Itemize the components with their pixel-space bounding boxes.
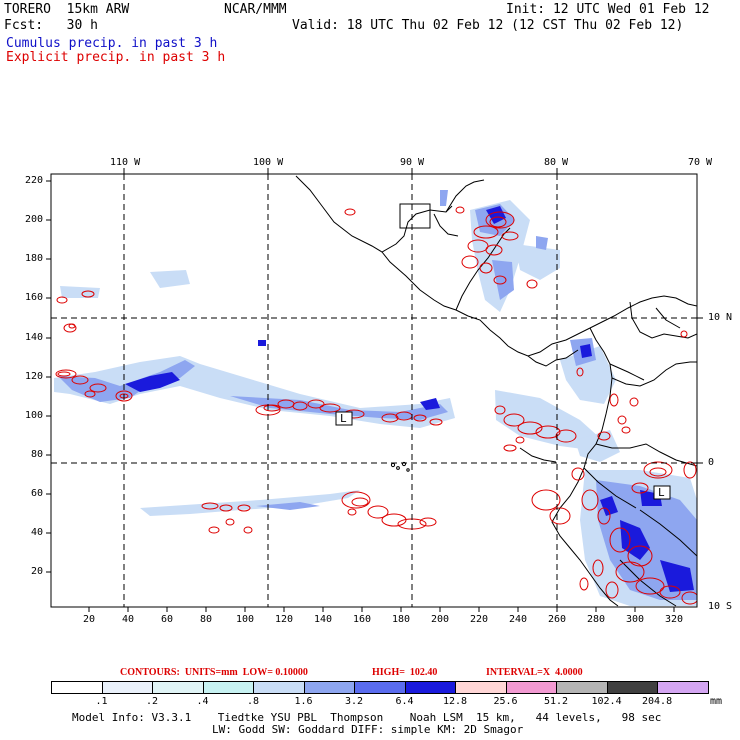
- x-tick-label: 200: [431, 614, 450, 625]
- x-tick-label: 140: [314, 614, 333, 625]
- colorbar-swatch: [303, 681, 355, 694]
- colorbar-label: 102.4: [591, 696, 622, 707]
- lat-lon-grid: [51, 174, 697, 607]
- colorbar-swatch: [556, 681, 608, 694]
- y-tick-label: 140: [25, 332, 44, 343]
- y-tick-label: 40: [31, 527, 44, 538]
- lon-label: 80 W: [544, 157, 569, 168]
- lon-label: 100 W: [253, 157, 284, 168]
- colorbar-swatch: [354, 681, 406, 694]
- y-tick-label: 180: [25, 253, 44, 264]
- contour-interval: INTERVAL=X 4.0000: [486, 667, 583, 678]
- x-tick-label: 260: [548, 614, 567, 625]
- y-tick-label: 20: [31, 566, 44, 577]
- y-tick-label: 220: [25, 175, 44, 186]
- x-tick-label: 240: [509, 614, 528, 625]
- lon-label: 90 W: [400, 157, 425, 168]
- x-tick-label: 220: [470, 614, 489, 625]
- x-tick-label: 60: [161, 614, 174, 625]
- lat-label: 10 S: [708, 601, 733, 612]
- colorbar-label: .4: [196, 696, 209, 707]
- x-tick-label: 100: [236, 614, 255, 625]
- y-tick-label: 200: [25, 214, 44, 225]
- organization: NCAR/MMM: [224, 2, 287, 17]
- map-frame: [50, 173, 698, 608]
- y-tick-label: 100: [25, 410, 44, 421]
- low-marker-label: L: [340, 412, 347, 425]
- colorbar-label: .1: [95, 696, 108, 707]
- contour-high: HIGH= 102.40: [372, 667, 438, 678]
- model-physics: LW: Godd SW: Goddard DIFF: simple KM: 2D…: [212, 723, 524, 736]
- axis-ticks: [46, 168, 703, 612]
- lon-label: 70 W: [688, 157, 713, 168]
- x-tick-label: 280: [587, 614, 606, 625]
- galapagos-islands: [390, 461, 410, 472]
- model-info: Model Info: V3.3.1 Tiedtke YSU PBL Thomp…: [72, 711, 662, 724]
- legend-cumulus: Cumulus precip. in past 3 h: [6, 36, 218, 51]
- x-tick-label: 320: [665, 614, 684, 625]
- colorbar-swatch: [657, 681, 709, 694]
- y-tick-label: 120: [25, 371, 44, 382]
- contour-info: CONTOURS: UNITS=mm LOW= 0.10000: [120, 667, 308, 678]
- colorbar-swatch: [505, 681, 557, 694]
- colorbar-swatch: [253, 681, 305, 694]
- colorbar-label: 3.2: [345, 696, 364, 707]
- colorbar-label: 6.4: [395, 696, 414, 707]
- y-tick-label: 60: [31, 488, 44, 499]
- cumulus-precip-heavy: [125, 206, 694, 592]
- colorbar-swatch: [152, 681, 204, 694]
- lat-label: 10 N: [708, 312, 733, 323]
- colorbar-label: .2: [146, 696, 159, 707]
- lat-label: 0: [708, 457, 715, 468]
- x-tick-label: 40: [122, 614, 135, 625]
- init-time: Init: 12 UTC Wed 01 Feb 12: [506, 2, 710, 17]
- colorbar-label: 12.8: [443, 696, 468, 707]
- colorbar-label: 25.6: [493, 696, 518, 707]
- colorbar-swatch: [202, 681, 254, 694]
- explicit-precip-contours: [55, 206, 697, 605]
- cumulus-precip-light: [54, 200, 697, 606]
- x-tick-label: 80: [200, 614, 213, 625]
- colorbar-label: .8: [247, 696, 260, 707]
- x-tick-label: 20: [83, 614, 96, 625]
- colorbar-swatch: [455, 681, 507, 694]
- valid-time: Valid: 18 UTC Thu 02 Feb 12 (12 CST Thu …: [292, 18, 684, 33]
- colorbar-label: 204.8: [642, 696, 673, 707]
- x-tick-label: 120: [275, 614, 294, 625]
- colorbar-swatch: [51, 681, 103, 694]
- y-tick-label: 160: [25, 292, 44, 303]
- x-tick-label: 300: [626, 614, 645, 625]
- low-marker-label: L: [658, 486, 665, 499]
- colorbar-units: mm: [710, 696, 723, 707]
- colorbar-label: 51.2: [544, 696, 569, 707]
- forecast-hour: Fcst: 30 h: [4, 18, 98, 33]
- model-title: TORERO 15km ARW: [4, 2, 130, 17]
- low-pressure-markers: [335, 411, 671, 500]
- x-tick-label: 180: [392, 614, 411, 625]
- colorbar-swatch: [101, 681, 153, 694]
- x-tick-label: 160: [353, 614, 372, 625]
- colorbar-swatch: [404, 681, 456, 694]
- lon-label: 110 W: [110, 157, 141, 168]
- y-tick-label: 80: [31, 449, 44, 460]
- colorbar-swatch: [606, 681, 658, 694]
- colorbar-label: 1.6: [294, 696, 313, 707]
- legend-explicit: Explicit precip. in past 3 h: [6, 50, 226, 65]
